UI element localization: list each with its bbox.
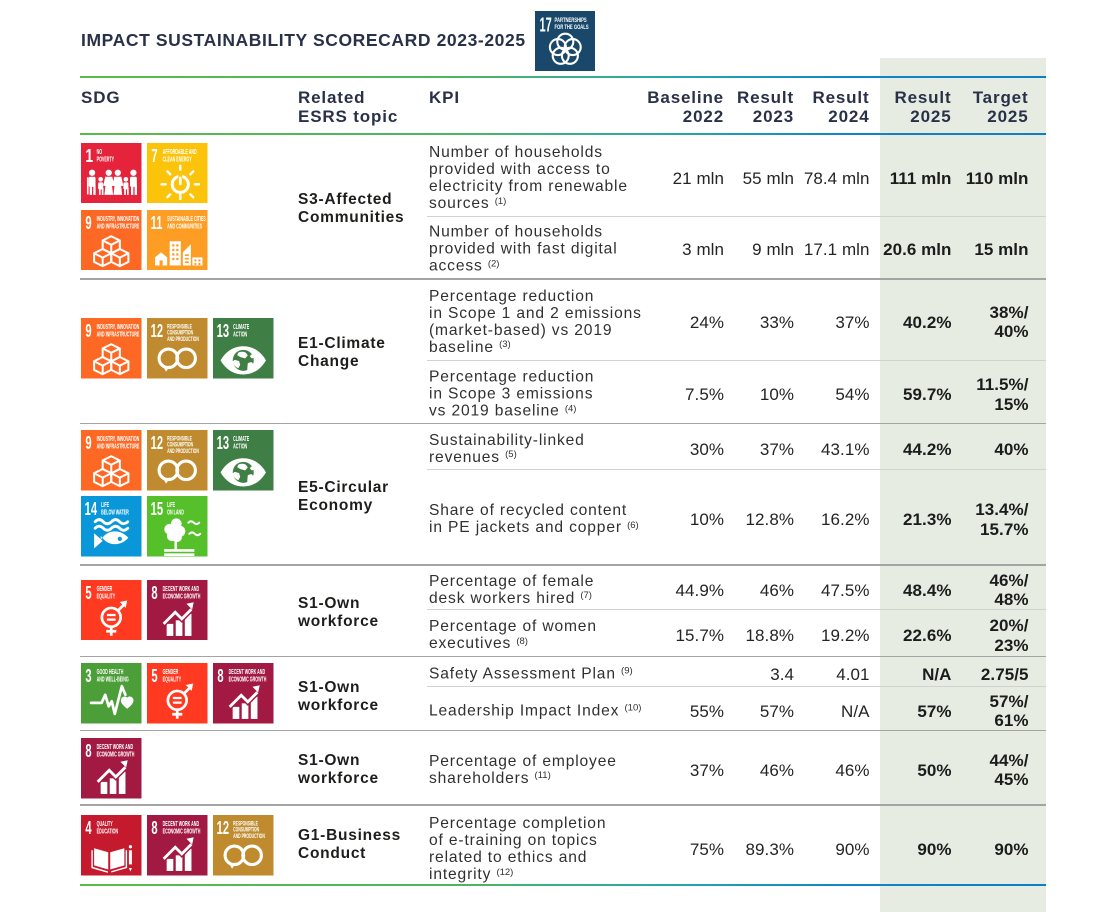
svg-text:FOR THE GOALS: FOR THE GOALS	[555, 24, 589, 31]
svg-text:PARTNERSHIPS: PARTNERSHIPS	[555, 17, 587, 24]
svg-text:17: 17	[540, 14, 552, 36]
